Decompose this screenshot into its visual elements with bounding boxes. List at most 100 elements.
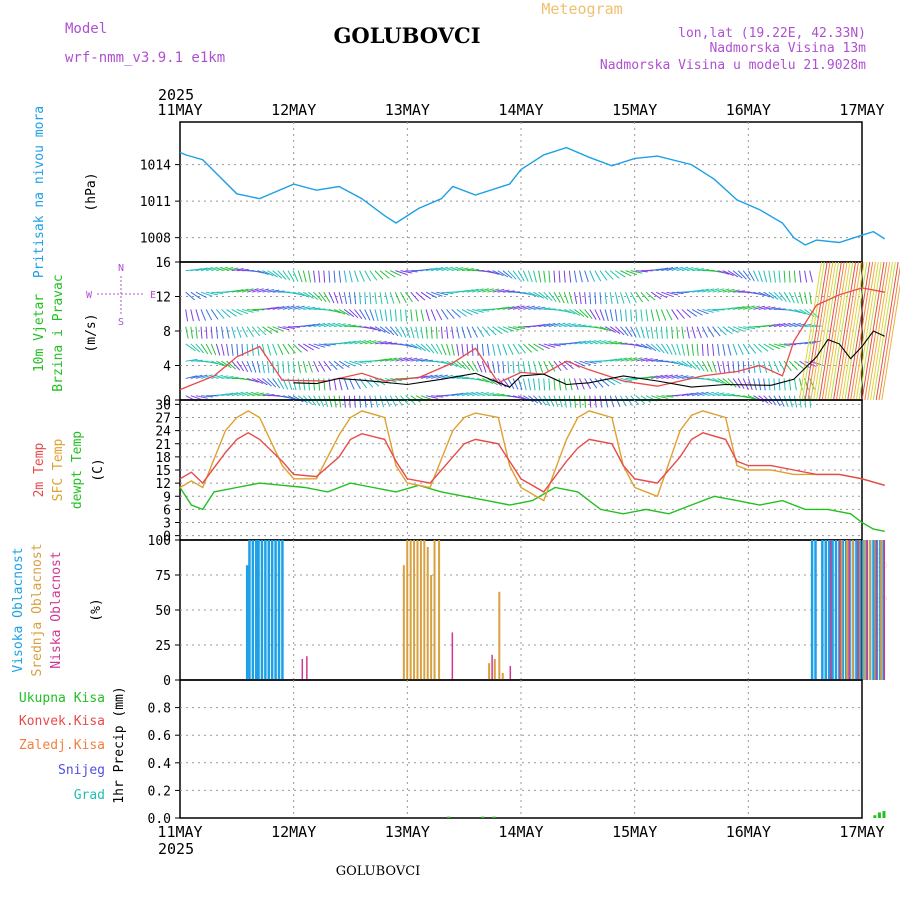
wind-vector: [369, 340, 382, 345]
wind-vector: [246, 288, 259, 293]
wind-vector: [502, 343, 508, 356]
wind-vector: [272, 326, 284, 332]
wind-vector: [625, 326, 633, 337]
precip-bar: [492, 816, 496, 818]
wind-vector: [809, 378, 815, 390]
day-label-bottom: 11MAY: [157, 823, 202, 841]
tick-label: 0.0: [148, 812, 171, 827]
wind-vector: [497, 270, 509, 278]
wind-vector: [226, 267, 239, 272]
precip-unit: 1hr Precip (mm): [112, 686, 127, 803]
day-label-bottom: 12MAY: [271, 823, 316, 841]
wind-vector: [385, 357, 397, 362]
wind-vector: [712, 288, 725, 293]
wind-vector: [568, 395, 572, 408]
wind-vector: [282, 343, 290, 355]
wind-vector: [502, 326, 515, 332]
cloud-mid-bar: [880, 540, 883, 680]
wind-vector: [272, 305, 285, 310]
wind-vector: [681, 266, 694, 272]
wind-vector: [333, 292, 339, 304]
wind-vector: [533, 270, 537, 283]
wind-vector: [292, 395, 304, 403]
wind-vector: [799, 341, 812, 345]
wind-vector: [323, 395, 329, 408]
wind-vector: [609, 270, 620, 279]
wind-vector: [195, 309, 200, 322]
gust-line: [179, 287, 885, 391]
wind-vector: [640, 358, 653, 362]
wind-vector: [671, 326, 674, 339]
wind-vector: [272, 270, 283, 279]
wind-vector: [339, 323, 352, 328]
wind-vector: [298, 291, 310, 298]
cloud-mid-bar: [416, 540, 419, 680]
wind-vector: [343, 270, 347, 283]
wind-vector: [507, 361, 510, 374]
wind-vector: [878, 265, 900, 401]
pressure-frame: [179, 121, 863, 263]
wind-vector: [783, 270, 786, 283]
wind-vector: [318, 291, 327, 303]
wind-vector: [650, 343, 661, 353]
wind-vector: [712, 361, 717, 373]
wind-vector: [374, 326, 386, 333]
wind-vector: [768, 343, 780, 350]
wind-vector: [185, 291, 196, 301]
cloud-mid-bar: [406, 540, 409, 680]
wind-vector: [497, 343, 502, 356]
wind-vector: [221, 376, 234, 379]
wind-vector: [635, 343, 648, 349]
wind-vector: [579, 395, 581, 408]
wind-vector: [512, 343, 520, 355]
wind-vector: [635, 357, 648, 362]
wind-vector: [262, 288, 275, 293]
wind-vector: [394, 291, 401, 304]
pressure-name: Pritisak na nivou mora: [32, 106, 47, 278]
cloud-high-bar: [872, 540, 875, 680]
wind-vector: [343, 378, 349, 390]
wind-vector: [522, 343, 533, 353]
wind-vector: [456, 376, 469, 379]
compass-n: N: [118, 263, 124, 274]
wind-vector: [620, 377, 633, 382]
wind-vector: [635, 326, 641, 339]
wind-vector: [752, 378, 757, 391]
wind-vector: [267, 289, 280, 293]
wind-vector: [778, 291, 787, 302]
wind-vector: [548, 322, 561, 328]
wind-vector: [195, 326, 198, 339]
wind-vector: [349, 309, 359, 319]
wind-vector: [476, 326, 485, 338]
wind-vector: [614, 309, 618, 322]
wind-vector: [788, 395, 793, 408]
wind-vector: [374, 309, 379, 322]
wind-vector: [502, 270, 513, 279]
wind-vector: [722, 361, 726, 374]
wind-vector: [821, 261, 845, 401]
tick-label: 0: [163, 394, 171, 409]
cloud-low-bar: [857, 540, 859, 680]
wind-vector: [816, 261, 840, 401]
wind-vector: [584, 395, 587, 408]
wind-vector: [681, 360, 693, 369]
wind-vector: [436, 266, 448, 272]
wind-vector: [246, 392, 259, 397]
wind-vector: [389, 326, 399, 337]
wind-vector: [666, 374, 679, 379]
wind-vector: [640, 291, 650, 302]
wind-vector: [579, 270, 583, 283]
wind-vector: [589, 270, 595, 282]
wind-vector: [440, 326, 443, 339]
wind-vector: [348, 270, 353, 283]
precip-bar: [447, 816, 451, 818]
wind-vector: [584, 309, 593, 320]
wind-vector: [231, 268, 244, 272]
cloud-high-bar: [274, 540, 277, 680]
wind-vector: [676, 343, 681, 356]
wind-vector: [425, 326, 428, 339]
wind-vector: [246, 308, 260, 312]
wind-vector: [349, 360, 361, 366]
wind-vector: [610, 377, 622, 385]
wind-vector: [722, 270, 734, 277]
